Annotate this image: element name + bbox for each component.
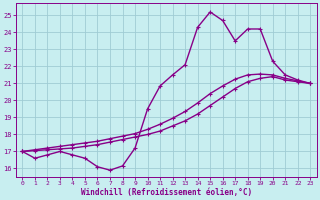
X-axis label: Windchill (Refroidissement éolien,°C): Windchill (Refroidissement éolien,°C) [81,188,252,197]
